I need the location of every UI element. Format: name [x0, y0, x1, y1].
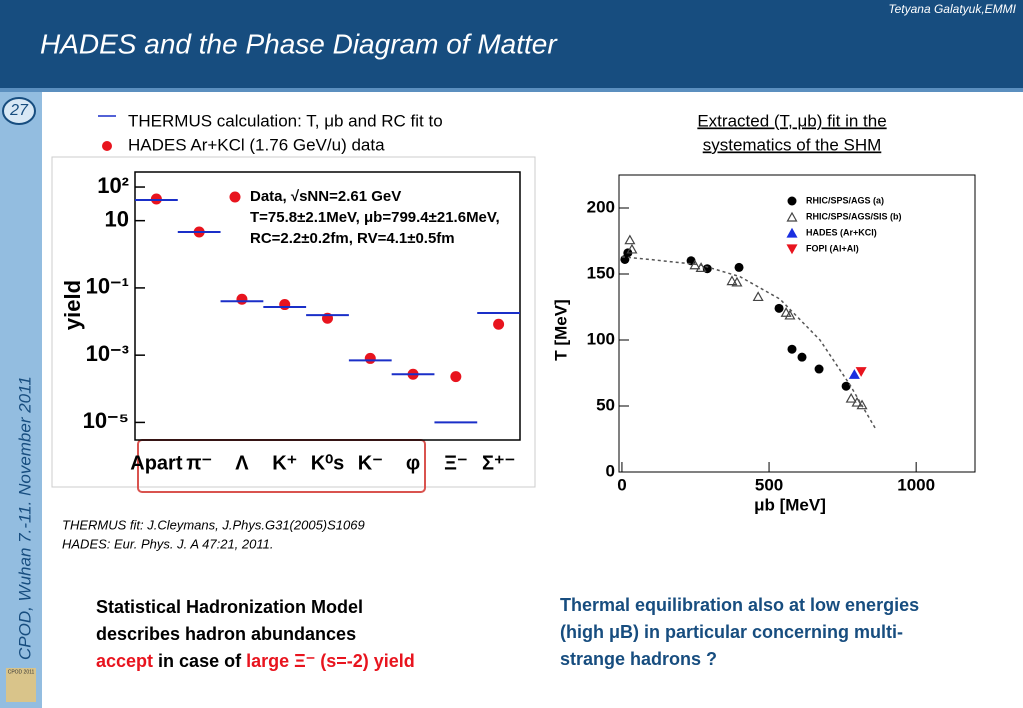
y-tick-label: 0	[606, 461, 615, 480]
sidebar	[0, 92, 42, 708]
y-tick-label: 150	[587, 263, 615, 282]
legend-text: THERMUS calculation: T, μb and RC fit to	[128, 111, 443, 130]
plot-frame	[618, 174, 976, 473]
conclusion: Statistical Hadronization Model	[96, 597, 363, 617]
data-point	[279, 299, 291, 311]
x-tick-label: Λ	[235, 452, 249, 474]
x-tick-label: Σ⁺⁻	[482, 452, 515, 474]
y-tick-label: 10⁻¹	[86, 274, 129, 299]
data-point	[364, 352, 376, 364]
annotation: T=75.8±2.1MeV, μb=799.4±21.6MeV,	[250, 209, 500, 226]
chart-panel	[51, 156, 536, 488]
heading: systematics of the SHM	[703, 135, 882, 154]
x-tick-label: π⁻	[186, 452, 212, 474]
data-point	[855, 367, 867, 377]
y-axis-label: T [MeV]	[551, 299, 570, 360]
data-point	[786, 227, 798, 238]
slide-number: 27	[9, 102, 29, 119]
y-tick-label: 10⁻³	[86, 341, 129, 366]
legend-label: RHIC/SPS/AGS/SIS (b)	[806, 211, 902, 221]
legend-label: RHIC/SPS/AGS (a)	[806, 195, 884, 205]
data-point	[695, 262, 707, 272]
x-tick-label: Apart	[130, 452, 183, 474]
data-point	[786, 244, 798, 255]
annotation: Data, √sNN=2.61 GeV	[250, 188, 401, 205]
y-tick-label: 50	[596, 395, 615, 414]
data-point	[848, 369, 860, 379]
header	[0, 0, 1023, 88]
reference: HADES: Eur. Phys. J. A 47:21, 2011.	[62, 536, 273, 551]
legend-marker	[229, 191, 241, 203]
data-point	[841, 381, 851, 391]
conclusion: accept in case of large Ξ⁻ (s=-2) yield	[96, 651, 415, 671]
header-rule	[0, 88, 1023, 92]
data-point	[845, 392, 857, 403]
author: Tetyana Galatyuk,EMMI	[888, 2, 1016, 16]
x-tick-label: K⁺	[272, 452, 297, 474]
chart-panel	[540, 160, 980, 515]
data-point	[731, 276, 743, 287]
x-tick-label: K⁻	[358, 452, 383, 474]
x-tick-label: 1000	[897, 475, 935, 494]
data-point	[786, 211, 798, 222]
data-point	[734, 262, 744, 272]
data-point	[774, 303, 784, 313]
data-point	[780, 307, 792, 317]
data-point	[797, 352, 807, 362]
x-axis-label: μb [MeV]	[754, 495, 826, 514]
data-point	[787, 344, 797, 354]
conclusion: Thermal equilibration also at low energi…	[560, 595, 919, 615]
highlight: accept	[96, 651, 153, 671]
reference: THERMUS fit: J.Cleymans, J.Phys.G31(2005…	[62, 517, 365, 532]
logo-text: CPOD 2011	[8, 669, 35, 675]
conclusion: (high μB) in particular concerning multi…	[560, 622, 903, 642]
fit-curve	[621, 256, 877, 431]
y-tick-label: 10²	[97, 173, 129, 198]
data-point	[752, 291, 764, 302]
y-tick-label: 10⁻⁵	[83, 408, 129, 433]
text: in case of	[153, 651, 246, 671]
annotation: RC=2.2±0.2fm, RV=4.1±0.5fm	[250, 230, 455, 247]
heading: Extracted (T, μb) fit in the	[697, 111, 886, 130]
data-point	[689, 259, 701, 270]
conclusion: strange hadrons ?	[560, 649, 717, 669]
legend-dot	[102, 141, 112, 151]
logo	[6, 668, 36, 702]
data-point	[493, 318, 505, 330]
legend-text: HADES Ar+KCl (1.76 GeV/u) data	[128, 135, 385, 154]
x-tick-label: Ξ⁻	[444, 452, 467, 474]
slide-title: HADES and the Phase Diagram of Matter	[40, 28, 558, 59]
data-point	[726, 275, 738, 286]
data-point	[236, 293, 248, 305]
y-tick-label: 200	[587, 197, 615, 216]
y-axis-label: yield	[60, 280, 85, 330]
data-point	[450, 371, 462, 383]
x-tick-label: 500	[755, 475, 783, 494]
data-point	[626, 243, 638, 254]
data-point	[856, 399, 868, 410]
conclusion: describes hadron abundances	[96, 624, 356, 644]
y-tick-label: 100	[587, 329, 615, 348]
x-tick-label: 0	[617, 475, 626, 494]
data-point	[784, 309, 796, 320]
sidebar-text: CPOD, Wuhan 7.-11. November 2011	[15, 376, 34, 660]
y-tick-label: 10	[105, 206, 129, 231]
x-tick-label: K⁰s	[311, 452, 345, 474]
data-point	[787, 196, 797, 206]
highlight: large Ξ⁻ (s=-2) yield	[246, 651, 415, 671]
x-tick-label: φ	[406, 452, 420, 474]
legend-label: FOPI (Al+Al)	[806, 243, 859, 253]
data-point	[624, 234, 636, 245]
plot-frame	[134, 171, 521, 441]
legend-label: HADES (Ar+KCl)	[806, 227, 877, 237]
data-point	[150, 193, 162, 205]
data-point	[814, 364, 824, 374]
slide-number-badge	[2, 97, 36, 125]
